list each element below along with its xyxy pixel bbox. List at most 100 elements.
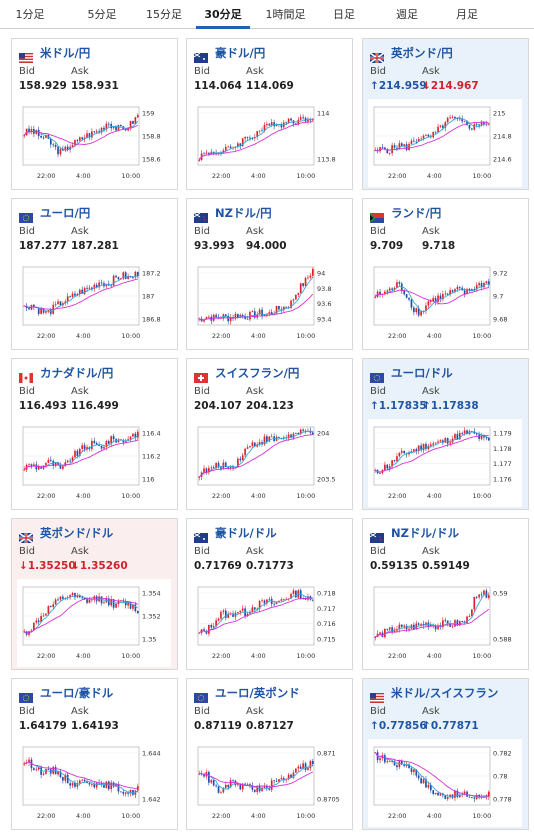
tab-0[interactable]: 1分足 bbox=[15, 8, 45, 21]
candle-body bbox=[203, 468, 205, 473]
candle-body bbox=[285, 122, 288, 124]
rate-card[interactable]: ユーロ/円 Bid Ask 187.277 187.281 187.2 187 186.8 22… bbox=[11, 198, 178, 350]
rate-card[interactable]: 豪ドル/円 Bid Ask 114.064 114.069 114 113.8 22:00 4:… bbox=[186, 38, 353, 190]
candle-body bbox=[120, 791, 122, 793]
candle-body bbox=[292, 299, 295, 301]
mini-chart[interactable]: 204 203.5 22:00 4:00 10:00 bbox=[192, 419, 346, 507]
tab-6[interactable]: 週足 bbox=[396, 8, 418, 21]
candle-body bbox=[212, 626, 215, 628]
tab-5[interactable]: 日足 bbox=[333, 8, 355, 21]
mini-chart[interactable]: 0.782 0.78 0.778 22:00 4:00 10:00 bbox=[368, 739, 522, 827]
rate-card[interactable]: ユーロ/英ポンド Bid Ask 0.87119 0.87127 0.871 0.8705 2… bbox=[186, 678, 353, 830]
pair-title[interactable]: NZドル/ドル bbox=[391, 526, 460, 540]
tab-7[interactable]: 月足 bbox=[456, 8, 478, 21]
pair-title[interactable]: 英ポンド/円 bbox=[391, 46, 453, 60]
rate-card[interactable]: ランド/円 Bid Ask 9.709 9.718 9.72 9.7 9.68 22:00 4:0… bbox=[362, 198, 529, 350]
y-tick-label: 0.716 bbox=[317, 620, 336, 628]
mini-chart[interactable]: 0.718 0.717 0.716 0.715 22:00 4:00 10:00 bbox=[192, 579, 346, 667]
y-tick-label: 187.2 bbox=[142, 270, 161, 278]
candle-body bbox=[480, 122, 483, 126]
candle-body bbox=[57, 771, 59, 775]
y-tick-label: 9.68 bbox=[493, 316, 507, 324]
rate-card[interactable]: 米ドル/円 Bid Ask 158.929 158.931 159 158.8 158.6 22… bbox=[11, 38, 178, 190]
candle-body bbox=[415, 141, 418, 143]
candle-body bbox=[105, 283, 108, 287]
candle-body bbox=[76, 450, 79, 456]
mini-chart[interactable]: 94 93.8 93.6 93.4 22:00 4:00 10:00 bbox=[192, 259, 346, 347]
mini-chart[interactable]: 215 214.8 214.6 22:00 4:00 10:00 bbox=[368, 99, 522, 187]
mini-chart[interactable]: 1.354 1.352 1.35 22:00 4:00 10:00 bbox=[17, 579, 171, 667]
rate-card[interactable]: カナダドル/円 Bid Ask 116.493 116.499 116.4 116.2 116… bbox=[11, 358, 178, 510]
pair-title[interactable]: 豪ドル/円 bbox=[215, 46, 266, 60]
mini-chart[interactable]: 1.179 1.178 1.177 1.176 22:00 4:00 10:00 bbox=[368, 419, 522, 507]
pair-title[interactable]: スイスフラン/円 bbox=[215, 366, 300, 380]
candle-body bbox=[74, 782, 76, 787]
candle-body bbox=[439, 440, 442, 442]
ma-slow-line bbox=[374, 608, 490, 638]
candle-body bbox=[241, 783, 244, 790]
pair-title[interactable]: カナダドル/円 bbox=[40, 366, 114, 380]
mini-chart[interactable]: 9.72 9.7 9.68 22:00 4:00 10:00 bbox=[368, 259, 522, 347]
pair-title[interactable]: NZドル/円 bbox=[215, 206, 272, 220]
candle-body bbox=[76, 595, 79, 598]
rate-card[interactable]: ユーロ/ドル Bid Ask ↑1.17835 ↑1.17838 1.179 1.178 1.… bbox=[362, 358, 529, 510]
bid-label: Bid bbox=[194, 386, 210, 397]
candle-body bbox=[282, 778, 285, 780]
pair-title[interactable]: 米ドル/スイスフラン bbox=[391, 686, 499, 700]
candle-body bbox=[237, 143, 239, 147]
candle-body bbox=[439, 125, 442, 127]
bid-value-text: 93.993 bbox=[194, 240, 235, 252]
candle-body bbox=[307, 119, 309, 122]
mini-chart[interactable]: 159 158.8 158.6 22:00 4:00 10:00 bbox=[17, 99, 171, 187]
mini-chart[interactable]: 116.4 116.2 116 22:00 4:00 10:00 bbox=[17, 419, 171, 507]
candle-body bbox=[478, 594, 480, 598]
rate-card[interactable]: 米ドル/スイスフラン Bid Ask ↑0.77856 ↑0.77871 0.782 0.7… bbox=[362, 678, 529, 830]
candle-body bbox=[388, 466, 391, 469]
candle-body bbox=[93, 131, 96, 133]
mini-chart[interactable]: 114 113.8 22:00 4:00 10:00 bbox=[192, 99, 346, 187]
pair-title[interactable]: ユーロ/英ポンド bbox=[215, 686, 300, 700]
candle-body bbox=[468, 796, 471, 798]
ask-value-text: 214.967 bbox=[430, 80, 479, 92]
ask-label: Ask bbox=[422, 386, 440, 397]
candle-body bbox=[62, 466, 64, 469]
candle-body bbox=[295, 590, 297, 598]
candle-body bbox=[74, 139, 76, 146]
rate-card[interactable]: スイスフラン/円 Bid Ask 204.107 204.123 204 203.5 22:0… bbox=[186, 358, 353, 510]
rate-card[interactable]: NZドル/円 Bid Ask 93.993 94.000 94 93.8 93.6 93.4 22… bbox=[186, 198, 353, 350]
candle-body bbox=[442, 440, 444, 443]
rate-card[interactable]: ユーロ/豪ドル Bid Ask 1.64179 1.64193 1.644 1.642 22:… bbox=[11, 678, 178, 830]
pair-title[interactable]: ユーロ/ドル bbox=[391, 366, 453, 380]
x-tick-label: 22:00 bbox=[212, 172, 231, 180]
mini-chart[interactable]: 1.644 1.642 22:00 4:00 10:00 bbox=[17, 739, 171, 827]
pair-title[interactable]: 英ポンド/ドル bbox=[40, 526, 114, 540]
ma-fast-line bbox=[374, 431, 490, 473]
tab-2[interactable]: 15分足 bbox=[146, 8, 182, 21]
bid-label: Bid bbox=[194, 706, 210, 717]
mini-chart[interactable]: 0.871 0.8705 22:00 4:00 10:00 bbox=[192, 739, 346, 827]
tab-3[interactable]: 30分足 bbox=[196, 0, 250, 29]
tab-4[interactable]: 1時間足 bbox=[265, 8, 306, 21]
x-tick-label: 4:00 bbox=[76, 492, 91, 500]
candle-body bbox=[471, 797, 473, 798]
x-tick-label: 4:00 bbox=[76, 172, 91, 180]
mini-chart[interactable]: 0.59 0.588 22:00 4:00 10:00 bbox=[368, 579, 522, 667]
x-tick-label: 22:00 bbox=[37, 492, 56, 500]
candle-body bbox=[473, 288, 476, 290]
pair-title[interactable]: ユーロ/豪ドル bbox=[40, 686, 114, 700]
rate-card[interactable]: 英ポンド/ドル Bid Ask ↓1.35250 ↓1.35260 1.354 1.352 1… bbox=[11, 518, 178, 670]
candle-body bbox=[449, 442, 451, 444]
tab-1[interactable]: 5分足 bbox=[87, 8, 117, 21]
rate-card[interactable]: NZドル/ドル Bid Ask 0.59135 0.59149 0.59 0.588 22:0… bbox=[362, 518, 529, 670]
mini-chart[interactable]: 187.2 187 186.8 22:00 4:00 10:00 bbox=[17, 259, 171, 347]
y-tick-label: 187 bbox=[142, 293, 154, 301]
pair-title[interactable]: ユーロ/円 bbox=[40, 206, 91, 220]
rate-card[interactable]: 英ポンド/円 Bid Ask ↑214.959 ↓214.967 215 214.8 214.… bbox=[362, 38, 529, 190]
candle-body bbox=[212, 780, 215, 786]
pair-title[interactable]: 米ドル/円 bbox=[40, 46, 91, 60]
pair-title[interactable]: 豪ドル/ドル bbox=[215, 526, 277, 540]
pair-title[interactable]: ランド/円 bbox=[391, 206, 442, 220]
rate-card[interactable]: 豪ドル/ドル Bid Ask 0.71769 0.71773 0.718 0.717 0.71… bbox=[186, 518, 353, 670]
candle-body bbox=[132, 433, 134, 437]
candle-body bbox=[473, 124, 476, 130]
